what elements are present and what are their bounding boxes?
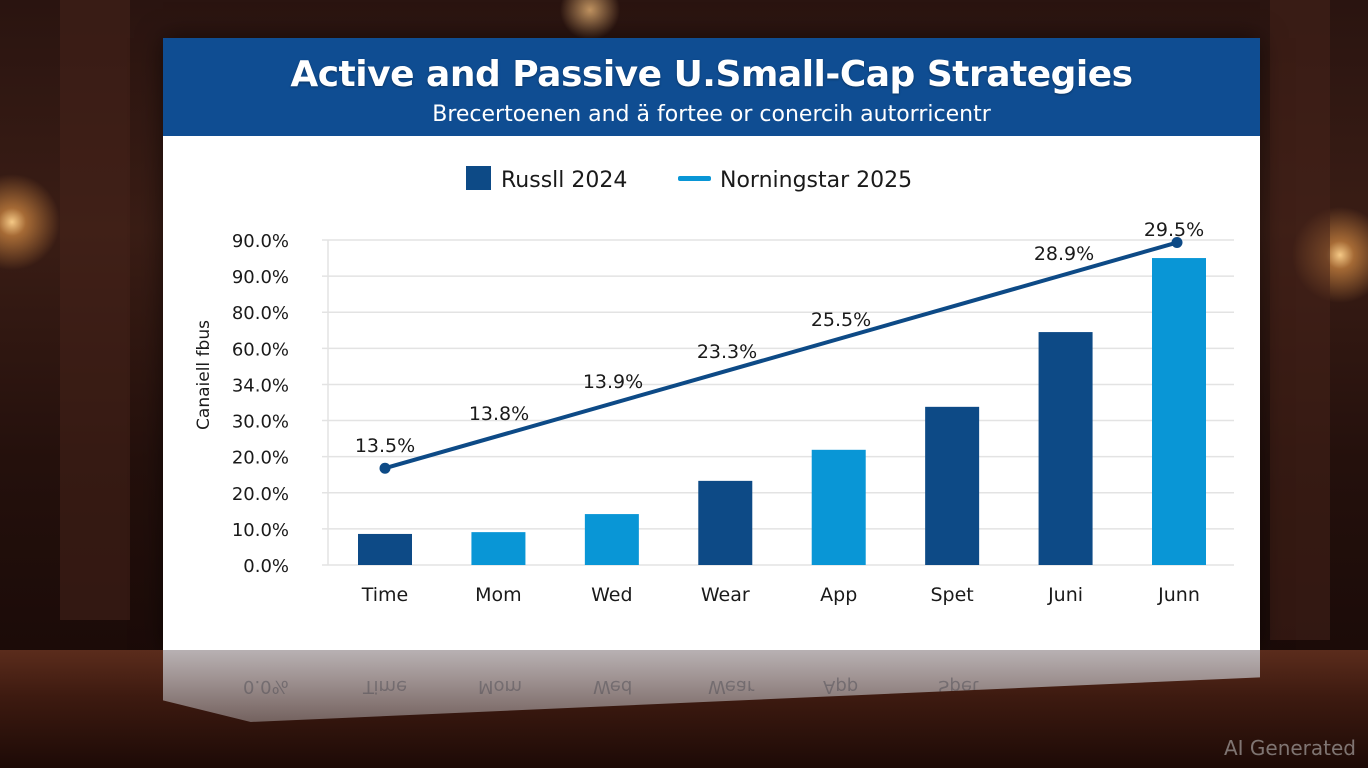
y-tick-label: 90.0%	[232, 231, 289, 252]
x-tick-label: Mom	[475, 584, 522, 606]
legend-marker-line	[678, 176, 711, 181]
x-tick-label: App	[820, 584, 857, 606]
trend-line	[383, 240, 1179, 471]
background-pillar	[60, 0, 130, 620]
y-tick-label: 80.0%	[232, 303, 289, 324]
x-tick-label: Wed	[591, 584, 632, 606]
bar	[358, 533, 412, 565]
legend: Russll 2024 Norningstar 2025	[466, 166, 912, 193]
x-tick-label: Juni	[1047, 584, 1083, 606]
reflection-label: 0.0%	[243, 676, 289, 697]
x-tick-label: Junn	[1157, 584, 1200, 606]
bar	[698, 480, 753, 565]
line-data-label: 13.5%	[355, 435, 415, 457]
chart-header: Active and Passive U.Small-Cap Strategie…	[163, 38, 1260, 136]
bar	[925, 406, 980, 565]
x-tick-label: Wear	[701, 584, 750, 606]
bar	[584, 514, 639, 565]
bar	[811, 449, 866, 565]
line-data-label: 29.5%	[1144, 219, 1204, 241]
watermark: AI Generated	[1223, 736, 1356, 760]
bar	[1038, 332, 1093, 565]
y-tick-label: 60.0%	[232, 339, 289, 360]
chart-subtitle: Brecertoenen and ä fortee or conercih au…	[432, 102, 991, 127]
y-tick-label: 10.0%	[232, 520, 289, 541]
reflection-label: App	[823, 676, 859, 697]
reflection-label: Time	[363, 676, 408, 697]
bar	[1152, 258, 1206, 565]
legend-marker-bar	[466, 166, 491, 190]
y-tick-label: 90.0%	[232, 267, 289, 288]
y-axis-label: Canaiell fbus	[194, 320, 214, 430]
line-data-label: 23.3%	[697, 341, 757, 363]
line-data-label: 25.5%	[811, 309, 871, 331]
reflection-label: Wear	[708, 676, 755, 697]
x-tick-label: Time	[361, 584, 409, 606]
y-tick-label: 34.0%	[232, 375, 289, 396]
reflection-label: Mom	[478, 676, 523, 697]
y-tick-label: 20.0%	[232, 448, 289, 469]
legend-label-line: Norningstar 2025	[720, 168, 912, 193]
bar	[471, 532, 526, 565]
reflection-label: Wed	[593, 676, 633, 697]
chart-title: Active and Passive U.Small-Cap Strategie…	[290, 54, 1133, 95]
line-point	[1171, 237, 1183, 249]
y-tick-label: 30.0%	[232, 412, 289, 433]
x-tick-label: Spet	[931, 584, 974, 606]
line-data-label: 13.8%	[469, 403, 529, 425]
y-tick-label: 0.0%	[243, 556, 289, 577]
line-data-label: 28.9%	[1034, 243, 1094, 265]
line-data-label: 13.9%	[583, 371, 643, 393]
legend-label-bar: Russll 2024	[501, 168, 627, 193]
y-tick-label: 20.0%	[232, 484, 289, 505]
background-pillar	[1270, 0, 1330, 640]
line-point	[379, 462, 391, 474]
